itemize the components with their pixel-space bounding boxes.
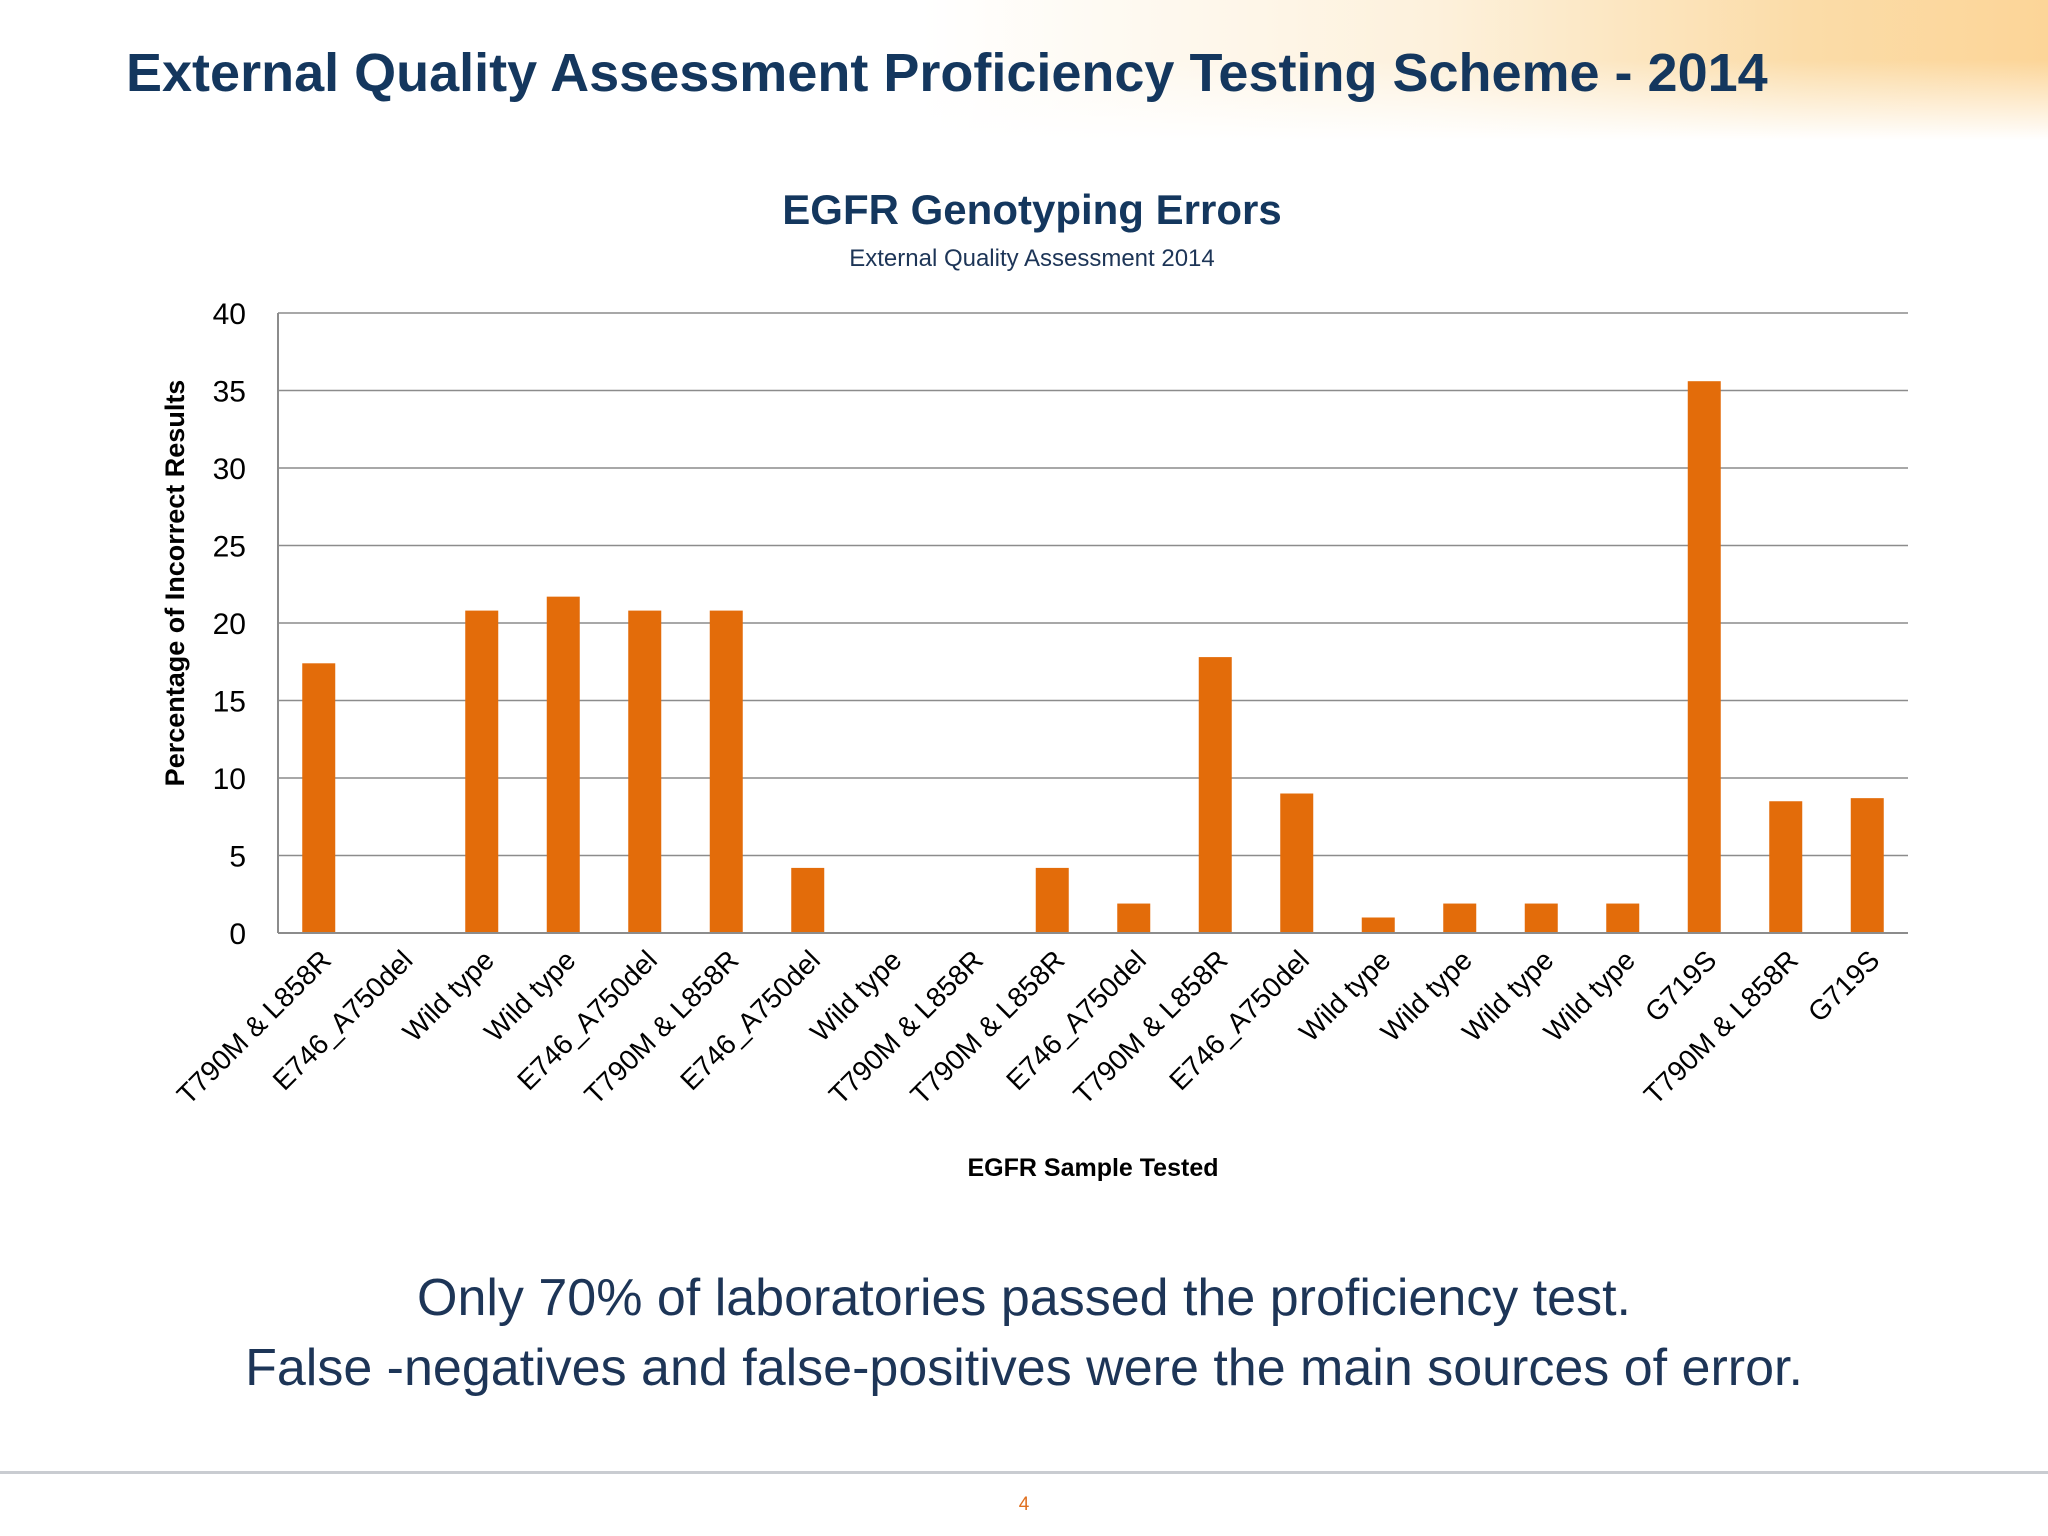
bar <box>1769 801 1803 933</box>
x-tick-label: T790M & L858R <box>823 944 989 1110</box>
bars <box>302 381 1884 933</box>
chart-subtitle: External Quality Assessment 2014 <box>849 245 1215 272</box>
bar <box>1361 917 1395 933</box>
y-tick-label: 5 <box>229 841 246 874</box>
x-tick-label: T790M & L858R <box>171 944 337 1110</box>
bar <box>546 596 580 933</box>
bar <box>302 663 336 933</box>
bar <box>1687 381 1721 933</box>
slide-title: External Quality Assessment Proficiency … <box>126 43 1768 103</box>
bar <box>628 610 662 933</box>
chart-title: EGFR Genotyping Errors <box>782 186 1281 233</box>
y-tick-label: 40 <box>213 298 246 331</box>
bar <box>1443 903 1477 933</box>
x-tick-label: E746_A750del <box>674 944 826 1096</box>
x-tick-label: E746_A750del <box>1000 944 1152 1096</box>
y-axis-ticks: 0 5 10 15 20 25 30 35 40 <box>213 298 246 951</box>
header-fade <box>0 60 2048 140</box>
y-tick-label: 15 <box>213 686 246 719</box>
page-number: 4 <box>1018 1494 1030 1515</box>
bar <box>1280 793 1314 933</box>
bar <box>1606 903 1640 933</box>
bar <box>791 867 825 933</box>
x-tick-label: G719S <box>1802 944 1886 1028</box>
x-tick-label: T790M & L858R <box>1067 944 1233 1110</box>
y-tick-label: 0 <box>229 918 246 951</box>
bar <box>709 610 743 933</box>
bar <box>465 610 499 933</box>
takeaway-line-2: False -negatives and false-positives wer… <box>245 1339 1803 1397</box>
x-axis-label: EGFR Sample Tested <box>968 1154 1219 1182</box>
gridlines <box>278 312 1908 857</box>
bar <box>1850 798 1884 933</box>
y-axis-label: Percentage of Incorrect Results <box>160 380 190 787</box>
y-tick-label: 35 <box>213 376 246 409</box>
x-tick-label: T790M & L858R <box>1638 944 1804 1110</box>
x-tick-label: E746_A750del <box>511 944 663 1096</box>
x-tick-label: E746_A750del <box>1163 944 1315 1096</box>
x-tick-label: Wild type <box>1538 944 1641 1047</box>
y-tick-label: 30 <box>213 453 246 486</box>
bar <box>1524 903 1558 933</box>
bar <box>1117 903 1151 933</box>
x-tick-label: T790M & L858R <box>904 944 1070 1110</box>
y-tick-label: 20 <box>213 608 246 641</box>
footer-divider <box>0 1471 2048 1474</box>
bar <box>1198 657 1232 933</box>
x-tick-label: T790M & L858R <box>578 944 744 1110</box>
takeaway-line-1: Only 70% of laboratories passed the prof… <box>417 1269 1631 1327</box>
x-tick-label: E746_A750del <box>267 944 419 1096</box>
bar <box>1035 867 1069 933</box>
y-tick-label: 25 <box>213 531 246 564</box>
y-tick-label: 10 <box>213 763 246 796</box>
